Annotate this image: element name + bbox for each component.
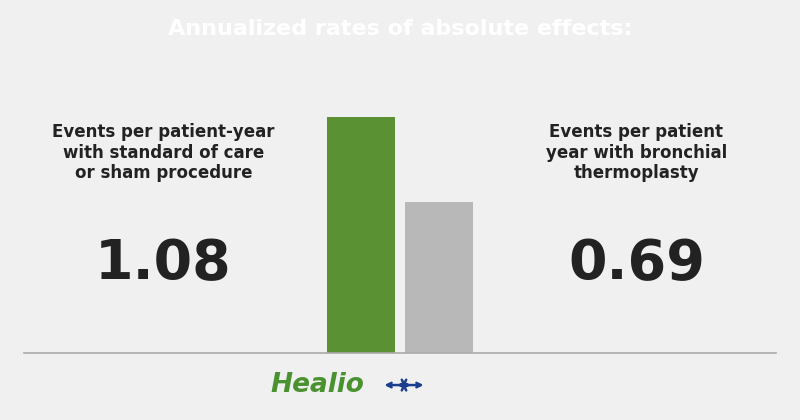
Text: Events per patient
year with bronchial
thermoplasty: Events per patient year with bronchial t… bbox=[546, 123, 727, 182]
Bar bbox=[327, 117, 395, 353]
Text: 0.69: 0.69 bbox=[568, 237, 705, 291]
Bar bbox=[405, 202, 473, 353]
Text: Healio: Healio bbox=[270, 372, 364, 398]
Text: Annualized rates of absolute effects:: Annualized rates of absolute effects: bbox=[168, 19, 632, 39]
Text: Events per patient-year
with standard of care
or sham procedure: Events per patient-year with standard of… bbox=[52, 123, 275, 182]
Text: 1.08: 1.08 bbox=[95, 237, 232, 291]
